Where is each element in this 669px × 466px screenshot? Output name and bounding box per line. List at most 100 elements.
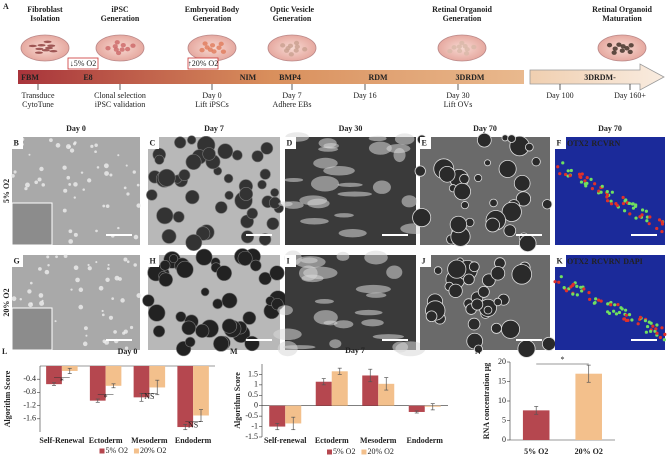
milestone-label: Day 30 [446, 91, 469, 100]
dish-cell [41, 49, 50, 52]
nucleus [657, 218, 662, 222]
nucleus [614, 312, 619, 316]
nucleus [594, 297, 598, 301]
bar [89, 366, 106, 401]
cell [28, 302, 33, 308]
bar [362, 375, 379, 406]
dish-cell [199, 47, 205, 53]
tissue [368, 141, 392, 155]
nucleus [660, 220, 664, 224]
nucleus [648, 215, 652, 219]
embryoid-body [260, 141, 274, 155]
cell [27, 289, 32, 294]
nucleus [561, 161, 565, 165]
embryoid-body [217, 143, 234, 160]
embryoid-body [158, 272, 173, 287]
tissue [361, 319, 384, 327]
significance: NS [188, 421, 198, 430]
cell [13, 170, 17, 174]
x-tick-label: Endoderm [175, 436, 212, 445]
tissue [338, 229, 367, 238]
tissue [337, 191, 373, 197]
tissue [277, 341, 298, 357]
nucleus [605, 190, 609, 194]
cell [104, 171, 109, 176]
tissue [368, 135, 387, 142]
tissue [307, 198, 330, 209]
organoid [474, 174, 483, 183]
dish-cell [606, 42, 613, 48]
panel-letter: H [150, 256, 157, 265]
significance: * [104, 393, 108, 402]
embryoid-body [216, 265, 232, 282]
dish-cell [624, 46, 630, 51]
dish-cell [302, 47, 308, 52]
dish-cell [119, 47, 125, 52]
tissue [355, 284, 391, 294]
dish-cell [105, 46, 111, 51]
panel-letter: N [475, 347, 481, 356]
y-tick-label: 1 [254, 380, 258, 389]
bar [133, 366, 150, 398]
cell [104, 339, 110, 345]
cell [73, 196, 76, 199]
nucleus [579, 175, 583, 180]
panel-letter: M [230, 347, 238, 356]
nucleus [647, 320, 651, 324]
tissue [337, 182, 363, 187]
nucleus [569, 285, 573, 289]
nucleus [579, 180, 584, 184]
nucleus [571, 282, 575, 286]
organoid [507, 134, 516, 143]
nucleus [621, 195, 625, 200]
nucleus [631, 206, 636, 210]
nucleus [653, 329, 657, 333]
nucleus [568, 173, 572, 178]
tissue [277, 305, 293, 316]
nucleus [660, 326, 664, 330]
embryoid-body [152, 325, 166, 338]
embryoid-body [146, 189, 158, 201]
nucleus [589, 177, 593, 181]
nucleus [617, 310, 622, 315]
nucleus [593, 300, 597, 305]
nucleus [638, 315, 643, 319]
embryoid-body [178, 169, 191, 181]
cell [90, 144, 94, 148]
nucleus [645, 215, 650, 219]
nucleus [575, 293, 579, 297]
organoid [501, 319, 521, 339]
cell [54, 320, 57, 323]
cell [62, 208, 67, 213]
cell [133, 234, 139, 240]
cell [101, 309, 104, 313]
cell [125, 164, 128, 167]
tissue [318, 146, 339, 152]
milestone-label: Lift OVs [444, 100, 473, 109]
cell [11, 173, 15, 178]
panel-letter: I [287, 256, 290, 265]
tissue [273, 328, 302, 341]
x-tick-label: Self-Renewal [39, 436, 85, 445]
panel-letter: G [14, 256, 20, 265]
chart-title: Day 0 [118, 347, 138, 356]
nucleus [558, 172, 562, 176]
cell [133, 263, 137, 267]
organoid [477, 285, 490, 298]
dish-cell [216, 45, 222, 50]
stage-label: Maturation [602, 14, 642, 23]
legend-swatch [99, 448, 105, 454]
panel-letter: L [2, 347, 7, 356]
y-tick-label: 0 [254, 401, 258, 410]
nucleus [662, 338, 666, 342]
bar [522, 410, 550, 440]
y-tick-label: 20 [498, 357, 506, 366]
organoid [473, 344, 483, 354]
cell [37, 177, 42, 182]
dish-cell [620, 44, 626, 49]
milestone-label: CytoTune [22, 100, 54, 109]
cell [24, 187, 28, 191]
embryoid-body [200, 287, 210, 297]
milestone-label: iPSC validation [95, 100, 145, 109]
bar [46, 366, 62, 385]
